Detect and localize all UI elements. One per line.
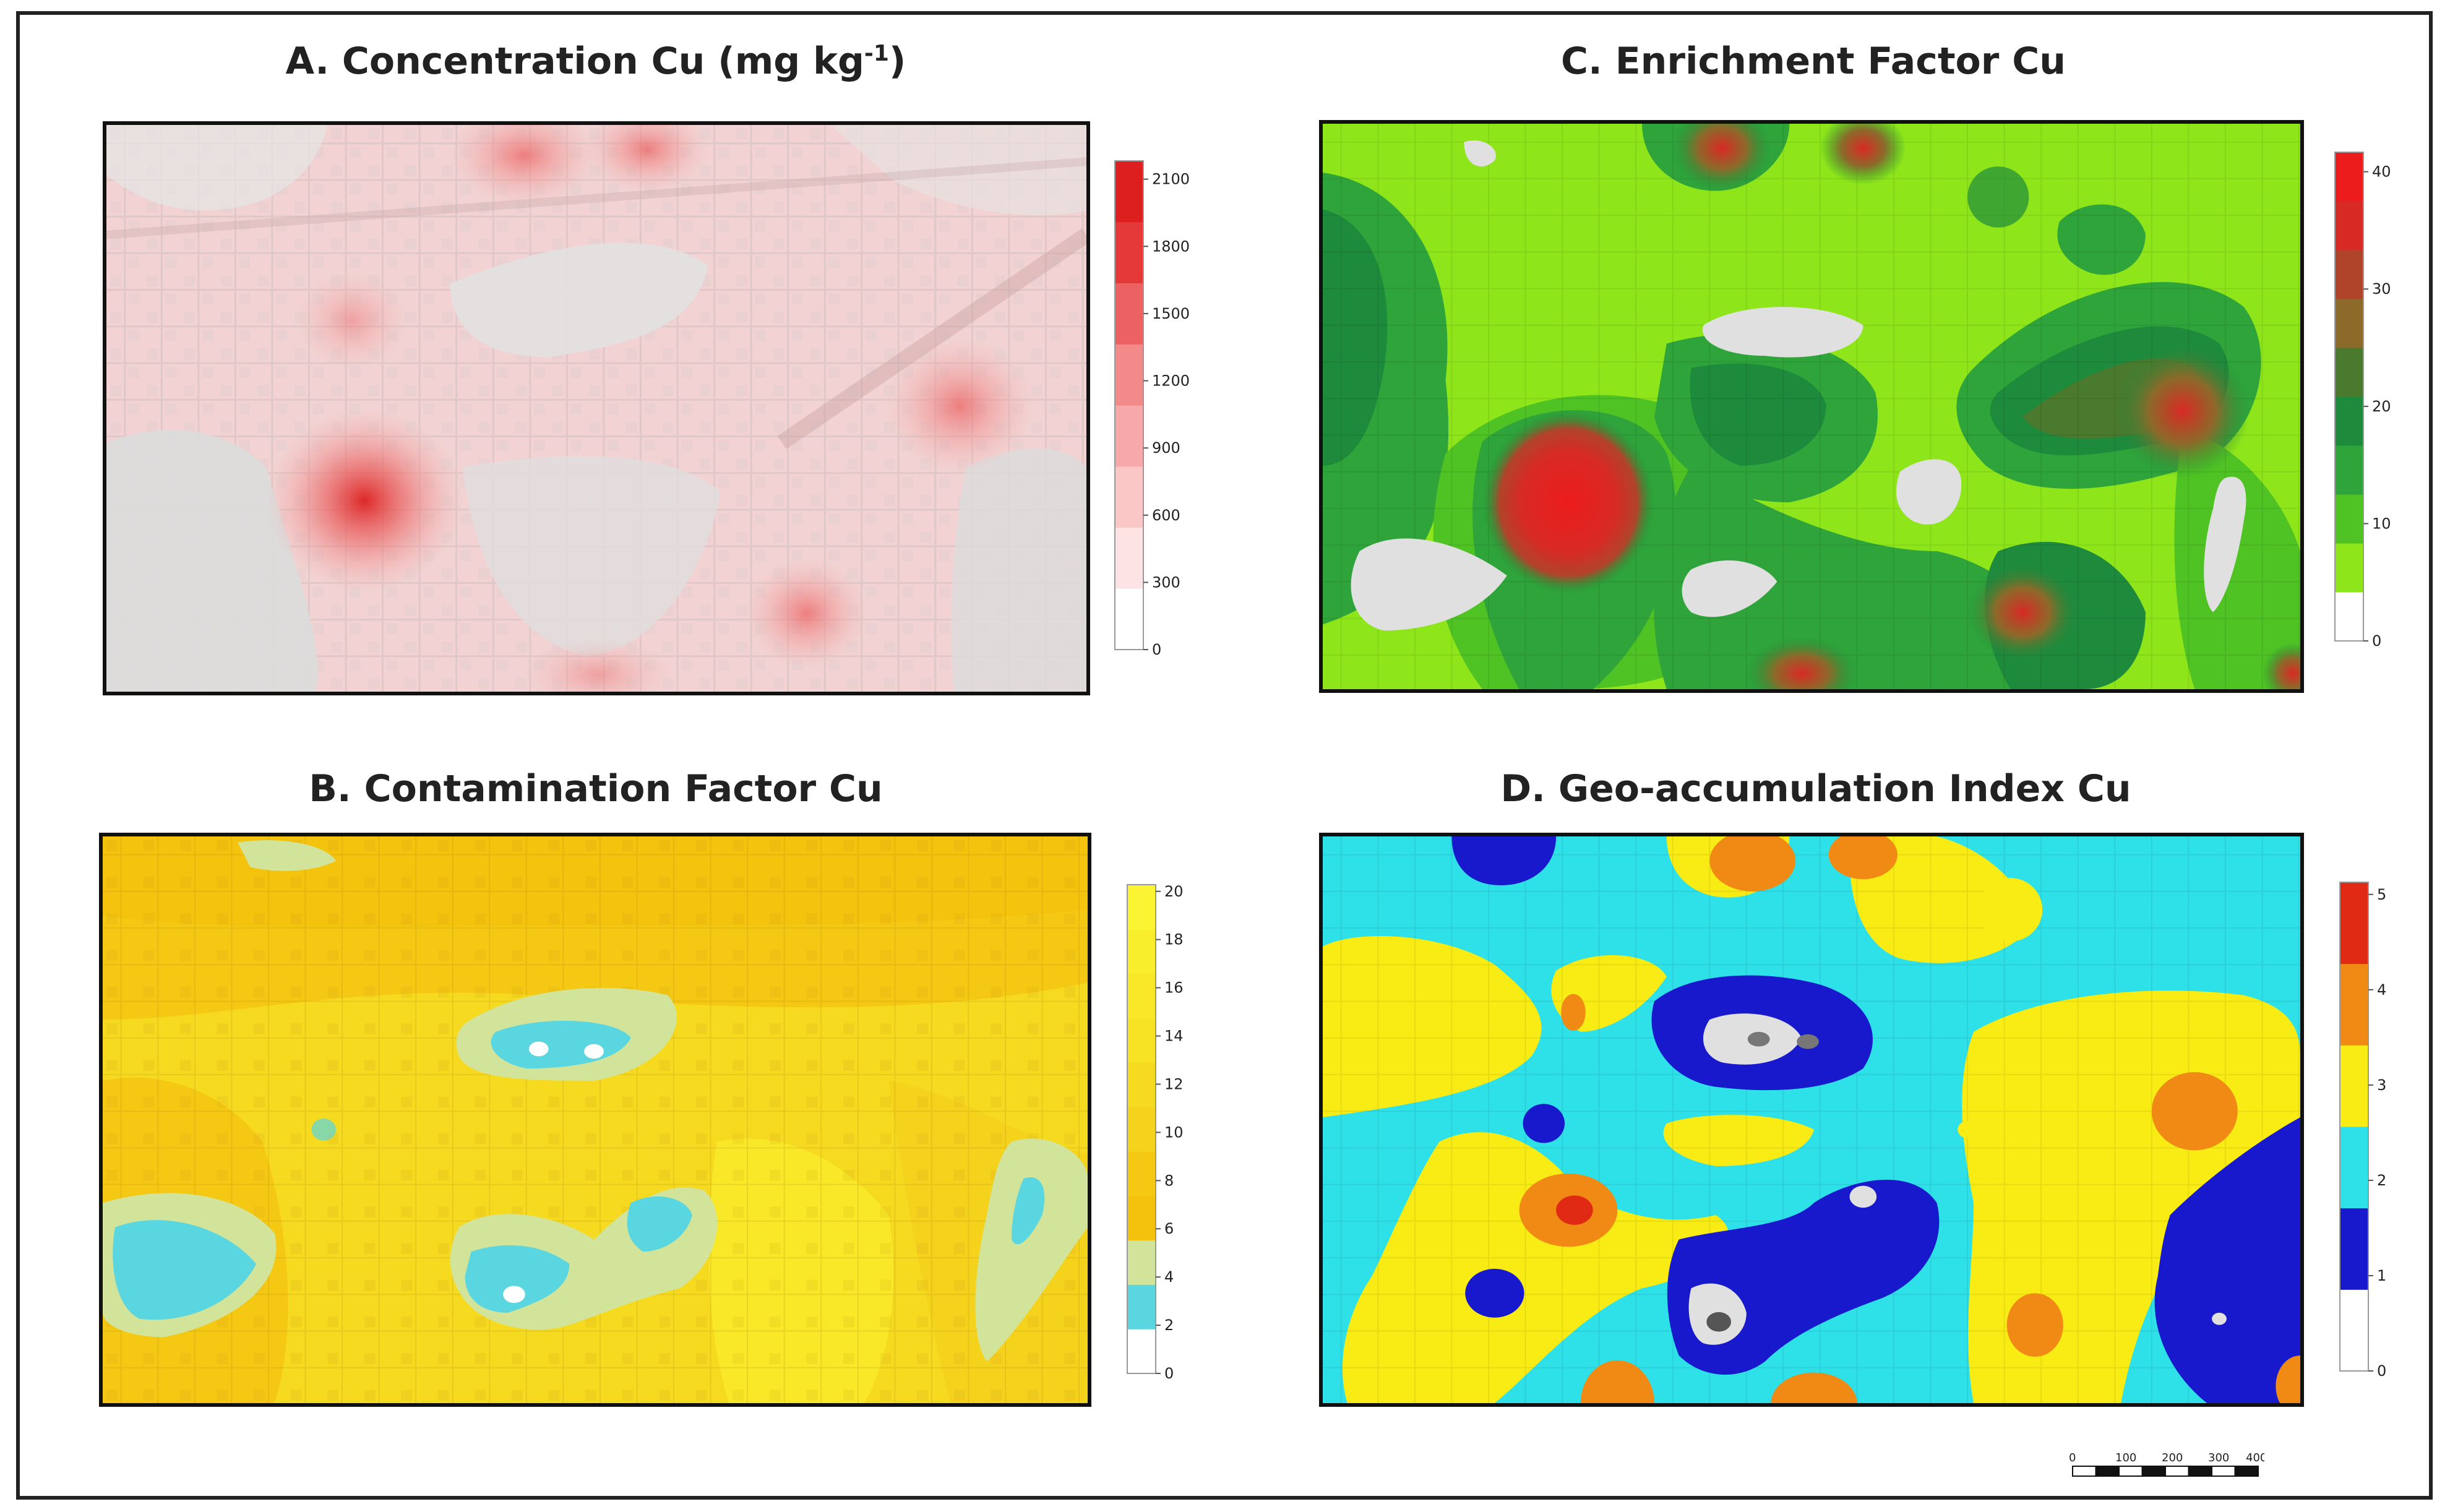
panel-d-title: D. Geo-accumulation Index Cu <box>1500 767 2131 810</box>
panel-b-legend-label: 12 <box>1164 1075 1184 1093</box>
panel-b-legend-label: 8 <box>1164 1172 1174 1189</box>
panel-d-map[interactable] <box>1319 833 2304 1407</box>
scale-bar-label: 0 <box>2069 1451 2076 1464</box>
panel-b-map[interactable] <box>99 833 1091 1407</box>
panel-c-legend-swatch <box>2335 152 2363 202</box>
panel-a-legend-label: 1200 <box>1152 372 1190 390</box>
panel-d-legend-swatch <box>2340 963 2368 1046</box>
panel-d-legend-swatch <box>2340 1127 2368 1209</box>
panel-a-legend-border <box>1114 160 1144 650</box>
scale-bar-label: 100 <box>2115 1451 2136 1464</box>
panel-c-legend-swatch <box>2335 494 2363 544</box>
panel-b-legend-label: 14 <box>1164 1028 1184 1045</box>
panel-a-legend-swatch <box>1115 161 1143 223</box>
panel-b-legend-swatch <box>1127 1284 1156 1329</box>
panel-b-legend-swatch <box>1127 885 1156 930</box>
panel-d-legend-label: 5 <box>2377 886 2386 903</box>
panel-b-legend-label: 18 <box>1164 931 1184 948</box>
panel-d-legend-swatch <box>2340 1289 2368 1372</box>
panel-d-legend-label: 0 <box>2377 1362 2386 1380</box>
panel-c-title: C. Enrichment Factor Cu <box>1560 40 2066 83</box>
panel-a-legend-swatch <box>1115 283 1143 345</box>
panel-d-legend-swatch <box>2340 1208 2368 1290</box>
panel-b-legend-swatch <box>1127 1195 1156 1241</box>
panel-c-legend-swatch <box>2335 397 2363 446</box>
panel-a-legend-label: 0 <box>1152 641 1161 658</box>
panel-b-legend-label: 6 <box>1164 1220 1174 1237</box>
panel-c-map[interactable] <box>1319 120 2304 693</box>
panel-c-legend-swatch <box>2335 250 2363 299</box>
figure-frame <box>16 11 2433 1500</box>
panel-b-legend-swatch <box>1127 1062 1156 1107</box>
panel-a-map[interactable] <box>103 121 1090 695</box>
scale-bar-segment <box>2165 1466 2190 1477</box>
panel-b-legend-swatch <box>1127 1107 1156 1152</box>
scale-bar-label: 300 <box>2208 1451 2229 1464</box>
panel-c-legend-swatch <box>2335 299 2363 348</box>
scale-bar-segment <box>2141 1466 2166 1477</box>
scale-bar-label: 400 m <box>2246 1451 2264 1464</box>
panel-c-legend-swatch <box>2335 348 2363 397</box>
panel-d-legend-label: 3 <box>2377 1076 2386 1094</box>
panel-c-legend-swatch <box>2335 445 2363 495</box>
panel-a-legend-label: 1800 <box>1152 238 1190 255</box>
panel-a-legend-swatch <box>1115 221 1143 283</box>
panel-a-legend-swatch <box>1115 466 1143 528</box>
scale-bar-label: 200 <box>2162 1451 2183 1464</box>
panel-d-legend-label: 4 <box>2377 981 2386 999</box>
panel-d-legend-label: 2 <box>2377 1172 2386 1189</box>
panel-c-legend-label: 40 <box>2372 163 2391 181</box>
scale-bar-segment <box>2072 1466 2097 1477</box>
panel-a-legend-swatch <box>1115 344 1143 406</box>
panel-d-legend-border <box>2339 882 2369 1372</box>
panel-a-legend-swatch <box>1115 405 1143 467</box>
panel-b-legend-label: 2 <box>1164 1317 1174 1334</box>
panel-c-legend-label: 20 <box>2372 398 2391 415</box>
scale-bar: 0 100 200 300 400 m <box>2060 1441 2282 1485</box>
panel-b-title: B. Contamination Factor Cu <box>309 767 883 810</box>
panel-b-legend-label: 10 <box>1164 1123 1184 1141</box>
panel-a-legend-label: 1500 <box>1152 305 1190 322</box>
scale-bar-segment <box>2211 1466 2236 1477</box>
panel-a-legend: 0 300 600 900 1200 1500 1800 2100 <box>1114 160 1206 658</box>
panel-d-legend-label: 1 <box>2377 1267 2386 1284</box>
panel-b-legend-swatch <box>1127 1018 1156 1063</box>
panel-d-legend-swatch <box>2340 882 2368 964</box>
scale-bar-segment <box>2118 1466 2143 1477</box>
panel-a-legend-label: 2100 <box>1152 171 1190 188</box>
panel-c-legend: 0 10 20 30 40 <box>2334 151 2426 650</box>
panel-b-legend-label: 20 <box>1164 883 1184 900</box>
panel-c-legend-swatch <box>2335 592 2363 642</box>
panel-b-legend-border <box>1127 884 1156 1374</box>
panel-b-legend-swatch <box>1127 1151 1156 1196</box>
panel-d-legend-swatch <box>2340 1045 2368 1127</box>
panel-a-legend-swatch <box>1115 588 1143 650</box>
panel-b-legend-swatch <box>1127 929 1156 974</box>
scale-bar-segment <box>2234 1466 2259 1477</box>
scale-bar-segment <box>2188 1466 2212 1477</box>
panel-a-legend-swatch <box>1115 527 1143 589</box>
panel-c-legend-label: 0 <box>2372 632 2381 650</box>
panel-b-legend-swatch <box>1127 1329 1156 1374</box>
panel-b-legend-swatch <box>1127 1240 1156 1285</box>
panel-b-legend-swatch <box>1127 973 1156 1018</box>
panel-b-legend-label: 0 <box>1164 1365 1174 1382</box>
panel-a-legend-label: 600 <box>1152 507 1180 524</box>
panel-c-legend-swatch <box>2335 543 2363 593</box>
panel-c-legend-border <box>2334 152 2364 642</box>
panel-b-legend-label: 4 <box>1164 1268 1174 1286</box>
panel-c-legend-swatch <box>2335 201 2363 251</box>
panel-c-legend-label: 30 <box>2372 280 2391 298</box>
scale-bar-segment <box>2095 1466 2120 1477</box>
panel-a-title: A. Concentration Cu (mg kg-1) <box>285 40 906 83</box>
panel-b-legend: 0 2 4 6 8 10 12 14 16 18 20 <box>1126 883 1219 1382</box>
panel-a-legend-label: 900 <box>1152 439 1180 457</box>
panel-c-legend-label: 10 <box>2372 515 2391 532</box>
panel-b-legend-label: 16 <box>1164 979 1184 997</box>
panel-a-legend-label: 300 <box>1152 573 1180 591</box>
panel-d-legend: 0 1 2 3 4 5 <box>2339 881 2431 1380</box>
